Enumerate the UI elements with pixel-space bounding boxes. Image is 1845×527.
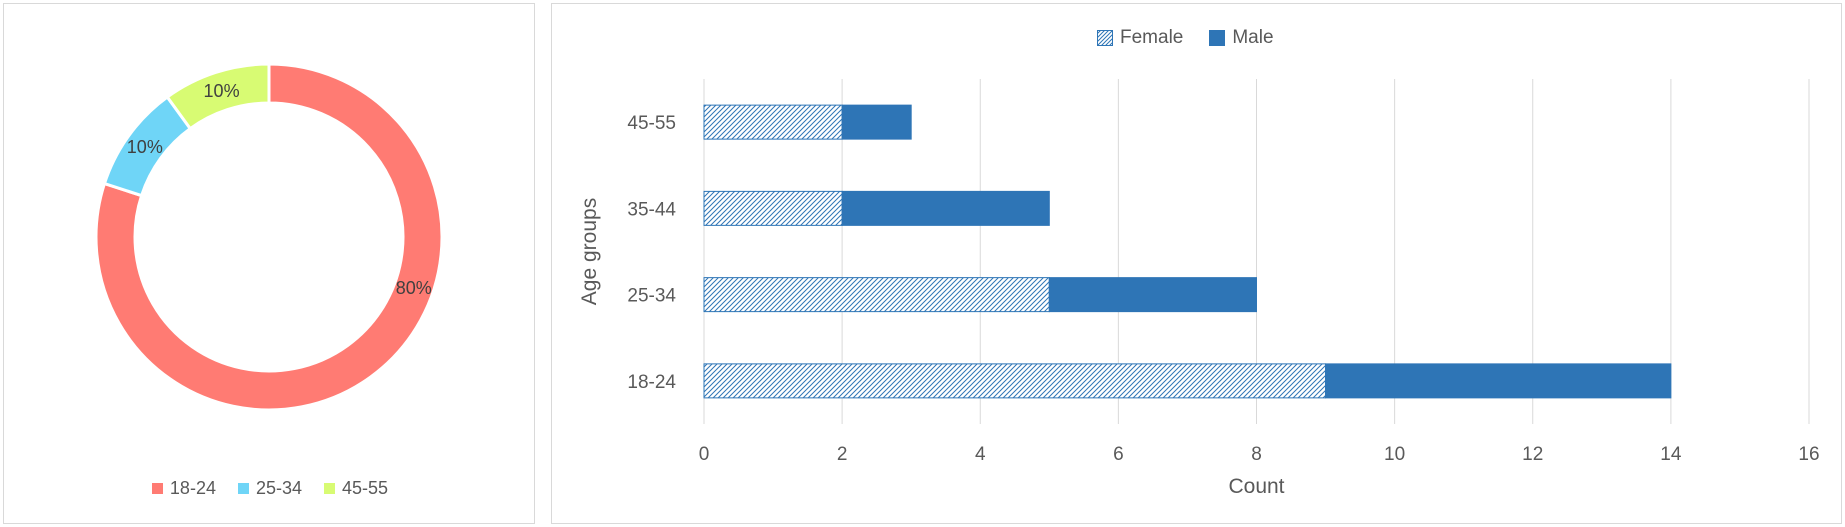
bar-male-35-44 (841, 190, 1050, 226)
legend-swatch-female (1097, 30, 1113, 46)
x-axis-title: Count (1228, 475, 1284, 498)
x-tick-label: 4 (975, 444, 986, 465)
donut-data-label-18-24: 80% (396, 278, 432, 298)
donut-slice-18-24 (94, 62, 444, 412)
donut-chart: 80% 10% 10% (94, 62, 444, 412)
bar-chart-panel: Female Male 0 2 4 6 8 10 12 14 16 18-24 25-34 35-44… (551, 3, 1842, 524)
legend-item-male: Male (1209, 27, 1274, 49)
bar-female-35-44 (703, 190, 843, 226)
y-tick-label-18-24: 18-24 (627, 372, 676, 393)
legend-label-18-24: 18-24 (169, 478, 216, 498)
x-tick-label: 14 (1660, 444, 1682, 465)
legend-item-female: Female (1097, 27, 1183, 49)
donut-legend: 18-24 25-34 45-55 (4, 478, 536, 499)
bar-female-18-24 (703, 363, 1327, 399)
bar-legend: Female Male (1097, 27, 1274, 49)
x-tick-label: 6 (1113, 444, 1124, 465)
y-tick-label-45-55: 45-55 (627, 113, 676, 134)
donut-slice-45-55 (165, 62, 271, 131)
x-tick-label: 8 (1251, 444, 1262, 465)
x-tick-label: 2 (837, 444, 848, 465)
bar-male-18-24 (1325, 363, 1672, 399)
legend-label-25-34: 25-34 (255, 478, 303, 498)
legend-label-male: Male (1232, 27, 1274, 48)
bar-female-25-34 (703, 277, 1050, 313)
donut-chart-panel: 80% 10% 10% 18-24 25-34 45-55 (3, 3, 535, 524)
legend-item-18-24: 18-24 (151, 478, 216, 499)
bar-female-45-55 (703, 104, 843, 140)
legend-item-45-55: 45-55 (324, 478, 388, 499)
x-tick-label: 12 (1522, 444, 1543, 465)
legend-item-25-34: 25-34 (237, 478, 303, 499)
x-tick-label: 0 (699, 444, 710, 465)
bar-male-45-55 (841, 104, 912, 140)
bar-chart: 0 2 4 6 8 10 12 14 16 18-24 25-34 35-44 45-55 Count Ag… (578, 79, 1820, 498)
legend-label-female: Female (1120, 27, 1184, 48)
legend-swatch-18-24 (151, 483, 163, 494)
y-tick-label-35-44: 35-44 (627, 199, 676, 220)
donut-data-label-45-55: 10% (204, 81, 240, 101)
legend-swatch-45-55 (324, 483, 336, 494)
legend-swatch-25-34 (237, 483, 249, 494)
legend-swatch-male (1209, 30, 1226, 46)
legend-label-45-55: 45-55 (342, 478, 389, 498)
donut-data-label-25-34: 10% (127, 137, 163, 157)
x-tick-label: 10 (1384, 444, 1405, 465)
x-tick-label: 16 (1798, 444, 1819, 465)
bar-male-25-34 (1048, 277, 1257, 313)
y-axis-title: Age groups (578, 198, 601, 305)
y-tick-label-25-34: 25-34 (627, 286, 676, 307)
